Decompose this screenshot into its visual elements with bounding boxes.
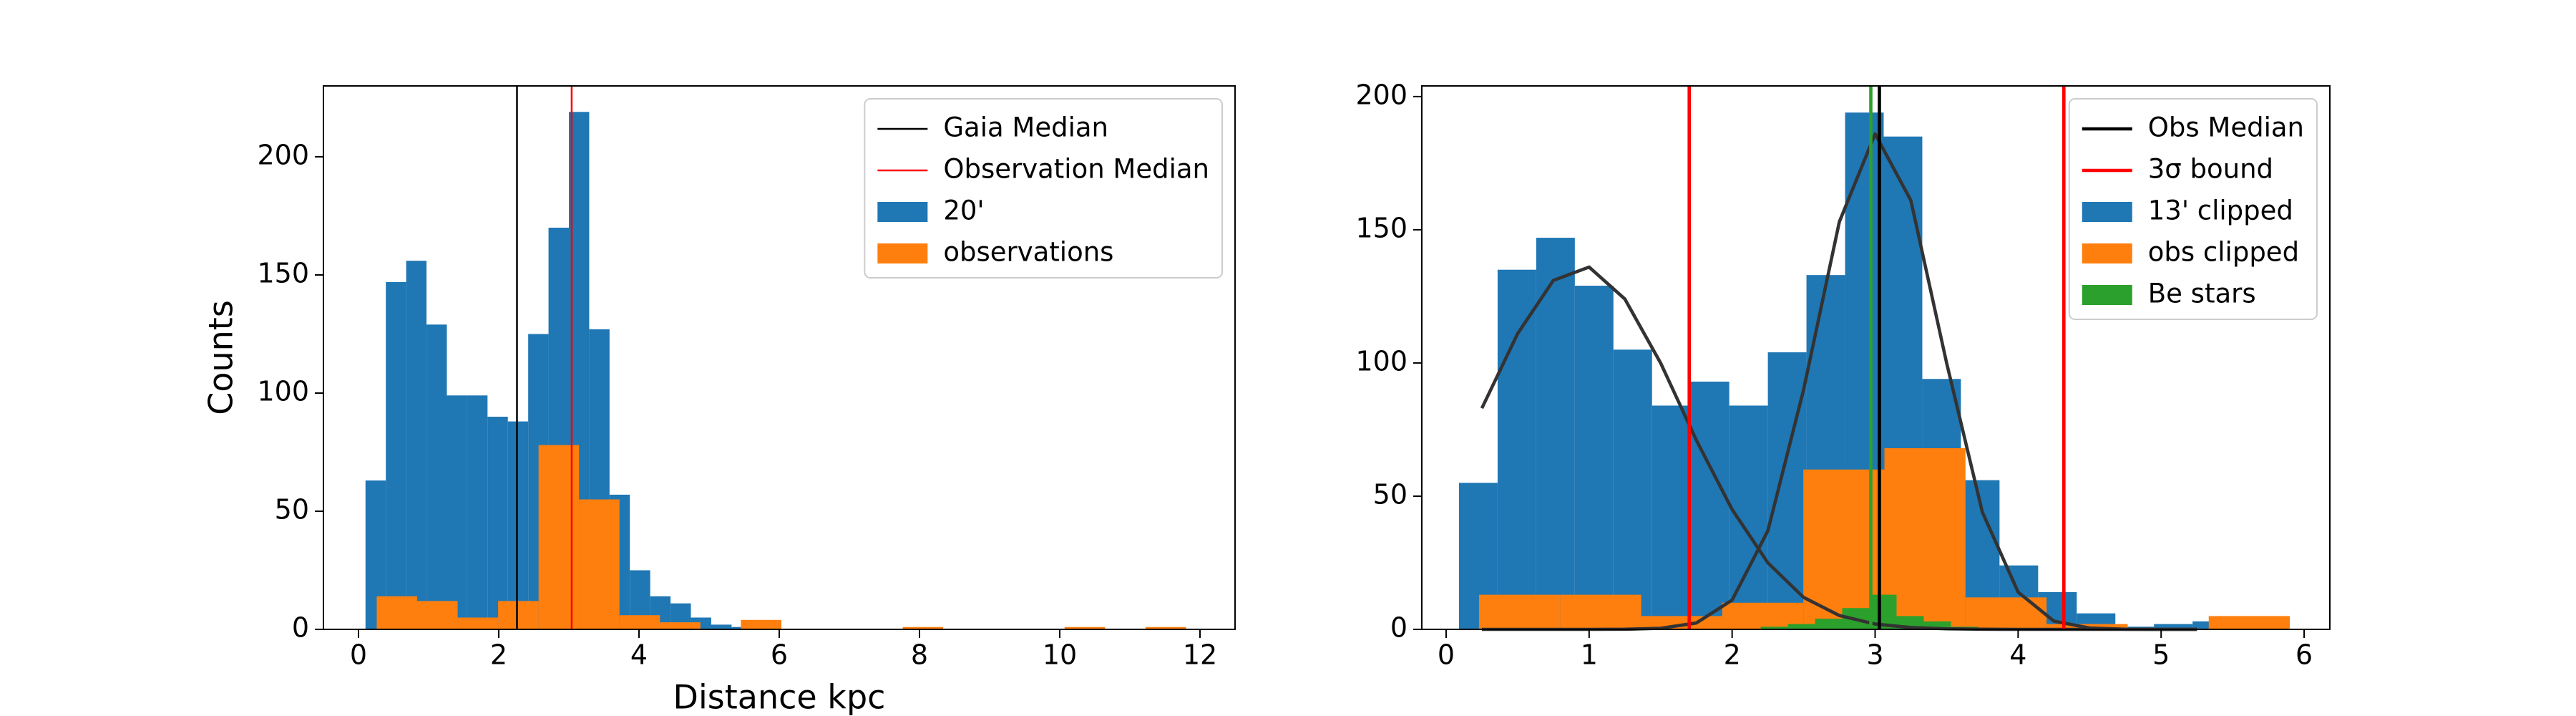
- y-tick-label: 150: [1355, 212, 1407, 243]
- bar: [1767, 352, 1807, 629]
- bar: [902, 626, 944, 629]
- x-tick-label: 3: [1866, 639, 1883, 671]
- legend-patch: [877, 202, 928, 222]
- bar: [741, 619, 781, 629]
- legend-patch: [2082, 285, 2132, 305]
- x-tick-label: 10: [1043, 639, 1077, 671]
- legend-frame: [2068, 98, 2318, 320]
- x-tick-label: 1: [1581, 639, 1598, 671]
- y-axis-label: Counts: [202, 300, 240, 415]
- bar: [1613, 349, 1652, 629]
- bar: [426, 324, 447, 629]
- y-tick-label: 50: [1373, 478, 1407, 510]
- bar: [1652, 405, 1691, 629]
- bar: [1923, 621, 1951, 629]
- x-tick-label: 5: [2152, 639, 2170, 671]
- x-axis-label: Distance kpc: [673, 678, 886, 716]
- bar: [1965, 597, 2047, 629]
- bar: [1690, 381, 1729, 629]
- histogram-chart: 0 2 4 6 8 10 12 0 50 100 150 200 Distance kpc Counts G…: [202, 85, 1236, 716]
- bar: [487, 417, 508, 629]
- y-tick-label: 100: [1355, 345, 1407, 377]
- bar: [386, 281, 406, 629]
- bar: [1560, 594, 1641, 629]
- legend-frame: [864, 98, 1223, 279]
- bar: [1815, 619, 1843, 629]
- bar: [376, 596, 418, 629]
- bar: [619, 615, 660, 629]
- legend-label: Gaia Median: [943, 112, 1108, 143]
- legend-label: 13' clipped: [2148, 195, 2293, 226]
- bar: [1574, 286, 1614, 629]
- histogram-chart: 0 1 2 3 4 5 6 0 50 100 150 200 Obs Median 3σ bound 13'…: [1355, 79, 2331, 671]
- legend-patch: [2082, 202, 2132, 222]
- legend-label: 3σ bound: [2148, 154, 2273, 185]
- y-tick-label: 150: [257, 258, 309, 289]
- x-tick-label: 6: [2296, 639, 2313, 671]
- legend-label: Observation Median: [943, 154, 1209, 185]
- y-tick-label: 50: [275, 494, 309, 526]
- legend-patch: [877, 243, 928, 263]
- legend-label: 20': [943, 195, 984, 226]
- y-tick-label: 0: [1390, 612, 1407, 644]
- legend-label: observations: [943, 237, 1113, 268]
- x-tick-label: 12: [1183, 639, 1217, 671]
- legend-patch: [2082, 243, 2132, 263]
- y-tick-label: 200: [257, 140, 309, 171]
- bar: [467, 395, 488, 629]
- x-tick-label: 2: [1724, 639, 1741, 671]
- y-tick-label: 0: [292, 612, 309, 644]
- bar: [1787, 624, 1815, 629]
- bar: [1497, 269, 1536, 629]
- bar: [1064, 626, 1106, 629]
- x-tick-label: 4: [2009, 639, 2026, 671]
- y-tick-label: 200: [1355, 79, 1407, 110]
- bar: [1760, 626, 1788, 629]
- x-tick-label: 8: [911, 639, 928, 671]
- x-tick-label: 2: [490, 639, 507, 671]
- legend-label: Be stars: [2148, 279, 2256, 309]
- bar: [2154, 624, 2193, 629]
- bar: [2208, 616, 2290, 629]
- legend-label: Obs Median: [2148, 112, 2304, 143]
- bar: [406, 261, 427, 629]
- x-tick-label: 0: [350, 639, 367, 671]
- bar: [417, 601, 458, 629]
- bar: [660, 622, 701, 629]
- bar: [579, 499, 620, 629]
- bar: [1536, 238, 1575, 630]
- legend: Gaia Median Observation Median 20' observat…: [864, 98, 1223, 279]
- x-tick-label: 6: [771, 639, 788, 671]
- bar: [1884, 448, 1966, 629]
- bar: [447, 395, 467, 629]
- bar: [507, 421, 529, 629]
- bar: [538, 445, 580, 629]
- legend: Obs Median 3σ bound 13' clipped obs clipped…: [2068, 98, 2318, 320]
- x-tick-label: 4: [630, 639, 648, 671]
- bar: [498, 601, 539, 629]
- bar: [1478, 594, 1561, 629]
- y-tick-label: 100: [257, 376, 309, 407]
- legend-label: obs clipped: [2148, 237, 2299, 268]
- x-tick-label: 0: [1438, 639, 1455, 671]
- bar: [457, 617, 499, 629]
- bar: [1145, 626, 1186, 629]
- bar: [711, 624, 732, 629]
